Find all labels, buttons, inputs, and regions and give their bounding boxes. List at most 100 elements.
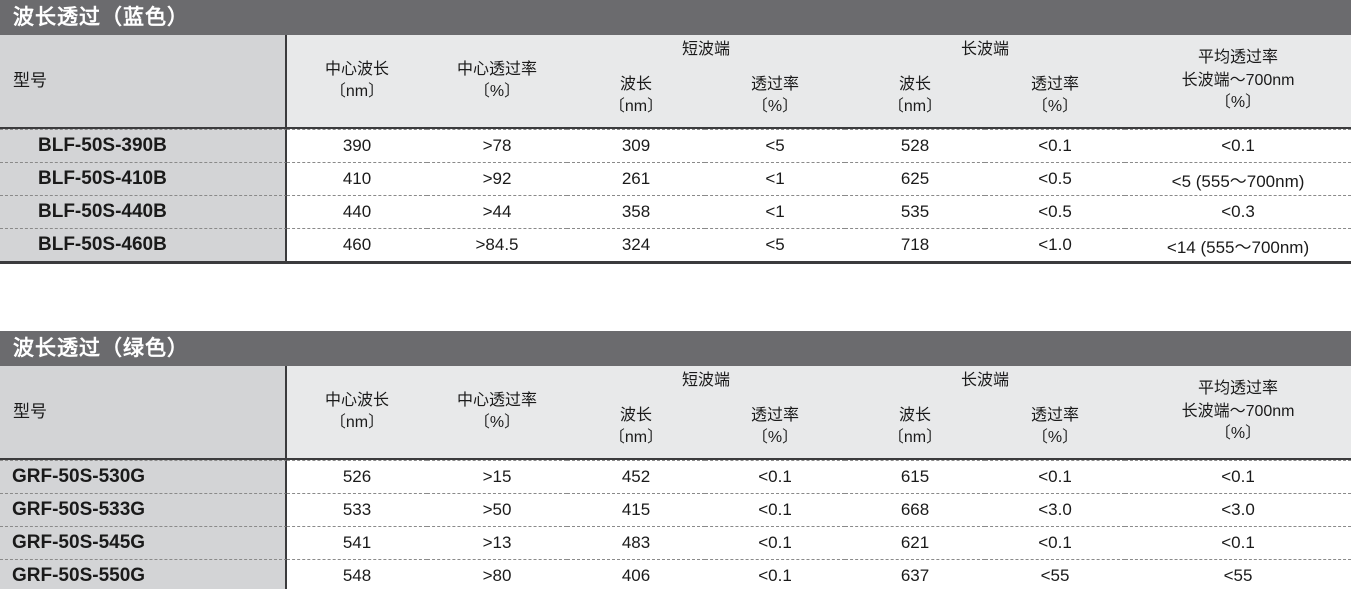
value-cell: 528: [845, 129, 986, 162]
value-cell: 483: [567, 526, 705, 559]
model-cell: GRF-50S-545G: [0, 526, 287, 559]
value-cell: <5: [705, 228, 846, 264]
value-cell: <1.0: [985, 228, 1126, 264]
value-cell: 541: [287, 526, 427, 559]
value-cell: 358: [567, 195, 705, 228]
model-cell: BLF-50S-410B: [0, 162, 287, 195]
model-cell: GRF-50S-550G: [0, 559, 287, 589]
value-cell: <14 (555～700nm): [1125, 228, 1351, 264]
header-average-transmittance: 平均透过率 长波端～700nm 〔%〕: [1125, 366, 1351, 460]
table-row: GRF-50S-550G 548 >80 406 <0.1 637 <55 <5…: [0, 559, 1351, 589]
table-row: GRF-50S-533G 533 >50 415 <0.1 668 <3.0 <…: [0, 493, 1351, 526]
value-cell: <0.1: [705, 526, 846, 559]
table-header: 型号 中心波长 〔nm〕 中心透过率 〔%〕 短波端 长波端 平均透过率 长波端…: [0, 366, 1351, 460]
value-cell: >78: [427, 129, 567, 162]
value-cell: <0.1: [1125, 129, 1351, 162]
header-long-transmittance: 透过率 〔%〕: [985, 65, 1126, 129]
header-short-wave-group: 短波端: [567, 35, 846, 65]
model-cell: GRF-50S-530G: [0, 460, 287, 493]
value-cell: >50: [427, 493, 567, 526]
value-cell: <0.3: [1125, 195, 1351, 228]
wavelength-table-blue: 波长透过（蓝色） 型号 中心波长 〔nm〕 中心透过率 〔%〕 短波端 长波端 …: [0, 0, 1351, 264]
model-cell: BLF-50S-460B: [0, 228, 287, 264]
table-header: 型号 中心波长 〔nm〕 中心透过率 〔%〕 短波端 长波端 平均透过率 长波端…: [0, 35, 1351, 129]
value-cell: 415: [567, 493, 705, 526]
value-cell: <0.1: [705, 559, 846, 589]
header-model: 型号: [0, 366, 287, 460]
value-cell: 440: [287, 195, 427, 228]
value-cell: 548: [287, 559, 427, 589]
value-cell: <0.5: [985, 195, 1126, 228]
value-cell: 406: [567, 559, 705, 589]
header-center-wavelength: 中心波长 〔nm〕: [287, 35, 427, 129]
model-cell: BLF-50S-440B: [0, 195, 287, 228]
value-cell: >13: [427, 526, 567, 559]
table-row: BLF-50S-460B 460 >84.5 324 <5 718 <1.0 <…: [0, 228, 1351, 264]
header-model: 型号: [0, 35, 287, 129]
value-cell: <3.0: [1125, 493, 1351, 526]
header-long-wave-group: 长波端: [845, 366, 1126, 396]
value-cell: 261: [567, 162, 705, 195]
table-row: GRF-50S-530G 526 >15 452 <0.1 615 <0.1 <…: [0, 460, 1351, 493]
table-row: BLF-50S-440B 440 >44 358 <1 535 <0.5 <0.…: [0, 195, 1351, 228]
value-cell: <55: [1125, 559, 1351, 589]
header-long-transmittance: 透过率 〔%〕: [985, 396, 1126, 460]
value-cell: 533: [287, 493, 427, 526]
value-cell: >80: [427, 559, 567, 589]
value-cell: 460: [287, 228, 427, 264]
model-cell: GRF-50S-533G: [0, 493, 287, 526]
header-long-wave-group: 长波端: [845, 35, 1126, 65]
value-cell: 535: [845, 195, 986, 228]
value-cell: <5 (555～700nm): [1125, 162, 1351, 195]
value-cell: <5: [705, 129, 846, 162]
spec-table-green: 型号 中心波长 〔nm〕 中心透过率 〔%〕 短波端 长波端 平均透过率 长波端…: [0, 366, 1351, 589]
header-long-wavelength: 波长 〔nm〕: [845, 65, 986, 129]
value-cell: 668: [845, 493, 986, 526]
header-average-transmittance: 平均透过率 长波端～700nm 〔%〕: [1125, 35, 1351, 129]
value-cell: 625: [845, 162, 986, 195]
value-cell: >92: [427, 162, 567, 195]
header-center-wavelength: 中心波长 〔nm〕: [287, 366, 427, 460]
value-cell: 637: [845, 559, 986, 589]
value-cell: 718: [845, 228, 986, 264]
value-cell: <1: [705, 162, 846, 195]
section-title-green: 波长透过（绿色）: [0, 331, 1351, 366]
value-cell: >15: [427, 460, 567, 493]
value-cell: <55: [985, 559, 1126, 589]
header-short-wavelength: 波长 〔nm〕: [567, 396, 705, 460]
value-cell: <0.5: [985, 162, 1126, 195]
section-title-blue: 波长透过（蓝色）: [0, 0, 1351, 35]
value-cell: >44: [427, 195, 567, 228]
header-center-transmittance: 中心透过率 〔%〕: [427, 35, 567, 129]
value-cell: <0.1: [1125, 460, 1351, 493]
value-cell: 621: [845, 526, 986, 559]
table-row: BLF-50S-410B 410 >92 261 <1 625 <0.5 <5 …: [0, 162, 1351, 195]
value-cell: <0.1: [705, 460, 846, 493]
value-cell: <0.1: [985, 129, 1126, 162]
spec-table-blue: 型号 中心波长 〔nm〕 中心透过率 〔%〕 短波端 长波端 平均透过率 长波端…: [0, 35, 1351, 264]
header-center-transmittance: 中心透过率 〔%〕: [427, 366, 567, 460]
value-cell: 324: [567, 228, 705, 264]
value-cell: <0.1: [705, 493, 846, 526]
header-short-wave-group: 短波端: [567, 366, 846, 396]
value-cell: 309: [567, 129, 705, 162]
wavelength-table-green: 波长透过（绿色） 型号 中心波长 〔nm〕 中心透过率 〔%〕 短波端 长波端 …: [0, 331, 1351, 589]
value-cell: 526: [287, 460, 427, 493]
value-cell: 615: [845, 460, 986, 493]
value-cell: <0.1: [985, 526, 1126, 559]
value-cell: <0.1: [985, 460, 1126, 493]
value-cell: 410: [287, 162, 427, 195]
model-cell: BLF-50S-390B: [0, 129, 287, 162]
header-short-wavelength: 波长 〔nm〕: [567, 65, 705, 129]
value-cell: 390: [287, 129, 427, 162]
value-cell: 452: [567, 460, 705, 493]
value-cell: >84.5: [427, 228, 567, 264]
value-cell: <3.0: [985, 493, 1126, 526]
value-cell: <0.1: [1125, 526, 1351, 559]
table-row: BLF-50S-390B 390 >78 309 <5 528 <0.1 <0.…: [0, 129, 1351, 162]
value-cell: <1: [705, 195, 846, 228]
header-short-transmittance: 透过率 〔%〕: [705, 65, 846, 129]
header-short-transmittance: 透过率 〔%〕: [705, 396, 846, 460]
table-row: GRF-50S-545G 541 >13 483 <0.1 621 <0.1 <…: [0, 526, 1351, 559]
